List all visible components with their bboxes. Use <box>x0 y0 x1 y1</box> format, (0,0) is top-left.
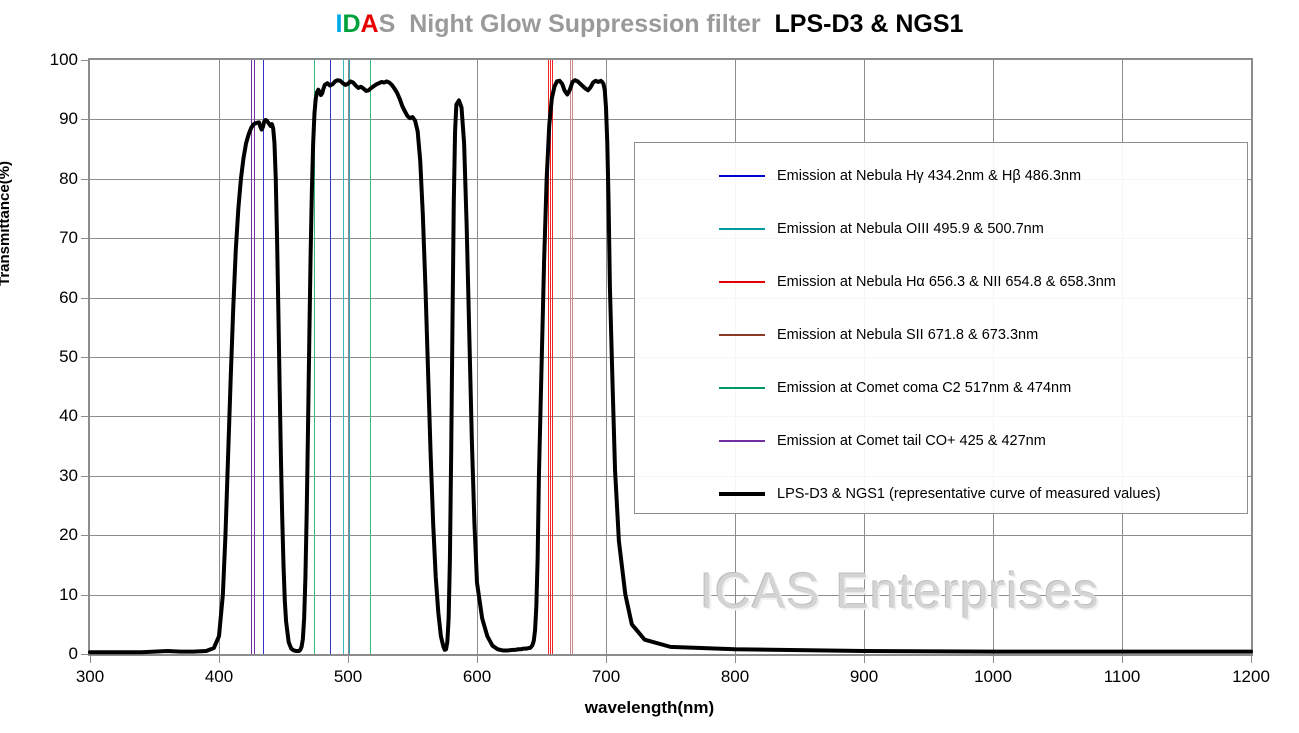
x-tick-mark <box>348 656 349 663</box>
legend-color-swatch <box>719 387 765 389</box>
y-tick-label: 80 <box>59 168 78 188</box>
x-tick-label: 1100 <box>1103 667 1141 686</box>
legend: Emission at Nebula Hγ 434.2nm & Hβ 486.3… <box>634 142 1248 514</box>
legend-item-label: Emission at Nebula Hα 656.3 & NII 654.8 … <box>777 274 1116 290</box>
y-tick-mark <box>81 357 88 358</box>
emission-line <box>263 60 265 654</box>
legend-color-swatch <box>719 228 765 230</box>
y-tick-mark <box>81 654 88 655</box>
x-tick-mark <box>606 656 607 663</box>
gridline-horizontal <box>90 535 1251 537</box>
y-tick-mark <box>81 416 88 418</box>
legend-color-swatch <box>719 175 765 177</box>
brand-letter-d: D <box>342 10 361 38</box>
legend-item: Emission at Comet coma C2 517nm & 474nm <box>719 377 1071 399</box>
y-tick-mark <box>81 594 88 596</box>
legend-item-label: Emission at Comet tail CO+ 425 & 427nm <box>777 433 1046 449</box>
curve-path <box>88 78 1253 655</box>
y-tick-mark <box>81 60 88 61</box>
emission-line <box>571 60 573 654</box>
x-tick-mark <box>735 656 736 663</box>
legend-item: Emission at Comet tail CO+ 425 & 427nm <box>719 430 1046 452</box>
brand-letter-s: S <box>378 10 396 38</box>
y-tick-label: 20 <box>59 525 78 545</box>
x-tick-mark <box>477 656 478 663</box>
transmittance-curve <box>88 78 1253 655</box>
y-tick-mark <box>81 238 88 240</box>
x-tick-label: 300 <box>75 667 105 686</box>
legend-item: Emission at Nebula OIII 495.9 & 500.7nm <box>719 218 1044 240</box>
x-axis-label: wavelength(nm) <box>584 698 715 717</box>
legend-item: Emission at Nebula Hγ 434.2nm & Hβ 486.3… <box>719 165 1081 187</box>
emission-line <box>342 60 344 654</box>
y-tick-label: 10 <box>59 584 78 604</box>
x-tick-mark <box>1122 656 1123 663</box>
x-tick-label: 800 <box>720 667 750 686</box>
gridline-vertical <box>348 60 349 654</box>
y-axis-label: Transmittance(%) <box>0 160 13 286</box>
y-tick-label: 70 <box>59 228 78 248</box>
x-tick-label: 400 <box>204 667 234 686</box>
x-tick-label: 1000 <box>974 667 1012 686</box>
emission-line <box>348 60 350 654</box>
gridline-vertical <box>477 60 478 654</box>
legend-item: Emission at Nebula Hα 656.3 & NII 654.8 … <box>719 271 1116 293</box>
y-tick-label: 50 <box>59 347 78 366</box>
y-tick-mark <box>81 475 88 477</box>
x-tick-mark <box>993 656 994 663</box>
emission-line <box>569 60 571 654</box>
legend-item-label: Emission at Nebula SII 671.8 & 673.3nm <box>777 327 1039 343</box>
x-tick-mark <box>864 656 865 663</box>
legend-item-label: Emission at Comet coma C2 517nm & 474nm <box>777 380 1072 396</box>
y-tick-label: 60 <box>59 287 78 307</box>
legend-color-swatch <box>719 492 765 496</box>
emission-line <box>547 60 549 654</box>
x-tick-label: 1200 <box>1232 667 1270 686</box>
legend-item: Emission at Nebula SII 671.8 & 673.3nm <box>719 324 1038 346</box>
x-tick-label: 700 <box>591 667 621 686</box>
emission-line <box>330 60 332 654</box>
gridline-horizontal <box>90 594 1251 596</box>
legend-color-swatch <box>719 334 765 336</box>
brand-letter-i: I <box>335 10 343 38</box>
gridline-vertical <box>606 60 607 654</box>
emission-line <box>314 60 316 654</box>
title-subject: Night Glow Suppression filter <box>409 10 761 38</box>
x-tick-label: 500 <box>333 667 363 686</box>
title-model: LPS-D3 & NGS1 <box>774 10 964 38</box>
x-tick-mark <box>219 656 220 663</box>
y-tick-label: 90 <box>59 109 78 129</box>
emission-line <box>369 60 371 654</box>
x-tick-mark <box>1251 656 1252 663</box>
legend-item-label: LPS-D3 & NGS1 (representative curve of m… <box>777 486 1161 502</box>
legend-color-swatch <box>719 281 765 283</box>
legend-color-swatch <box>719 440 765 442</box>
emission-line <box>549 60 551 654</box>
y-tick-mark <box>81 535 88 537</box>
emission-line <box>251 60 253 654</box>
legend-item-label: Emission at Nebula Hγ 434.2nm & Hβ 486.3… <box>777 168 1082 184</box>
gridline-vertical <box>219 60 220 654</box>
y-tick-label: 30 <box>59 465 78 485</box>
x-tick-label: 900 <box>849 667 879 686</box>
x-tick-mark <box>90 656 91 663</box>
legend-item: LPS-D3 & NGS1 (representative curve of m… <box>719 483 1161 505</box>
emission-line <box>253 60 255 654</box>
y-tick-mark <box>81 119 88 121</box>
y-tick-mark <box>81 297 88 299</box>
brand-letter-a: A <box>360 10 379 38</box>
y-tick-label: 40 <box>59 406 78 426</box>
chart-title: IDAS Night Glow Suppression filter LPS-D… <box>0 10 1299 39</box>
gridline-horizontal <box>90 119 1251 121</box>
y-tick-label: 0 <box>68 644 78 663</box>
y-tick-mark <box>81 178 88 180</box>
y-tick-label: 100 <box>49 50 78 69</box>
emission-line <box>552 60 554 654</box>
x-tick-label: 600 <box>462 667 492 686</box>
legend-item-label: Emission at Nebula OIII 495.9 & 500.7nm <box>777 221 1044 237</box>
